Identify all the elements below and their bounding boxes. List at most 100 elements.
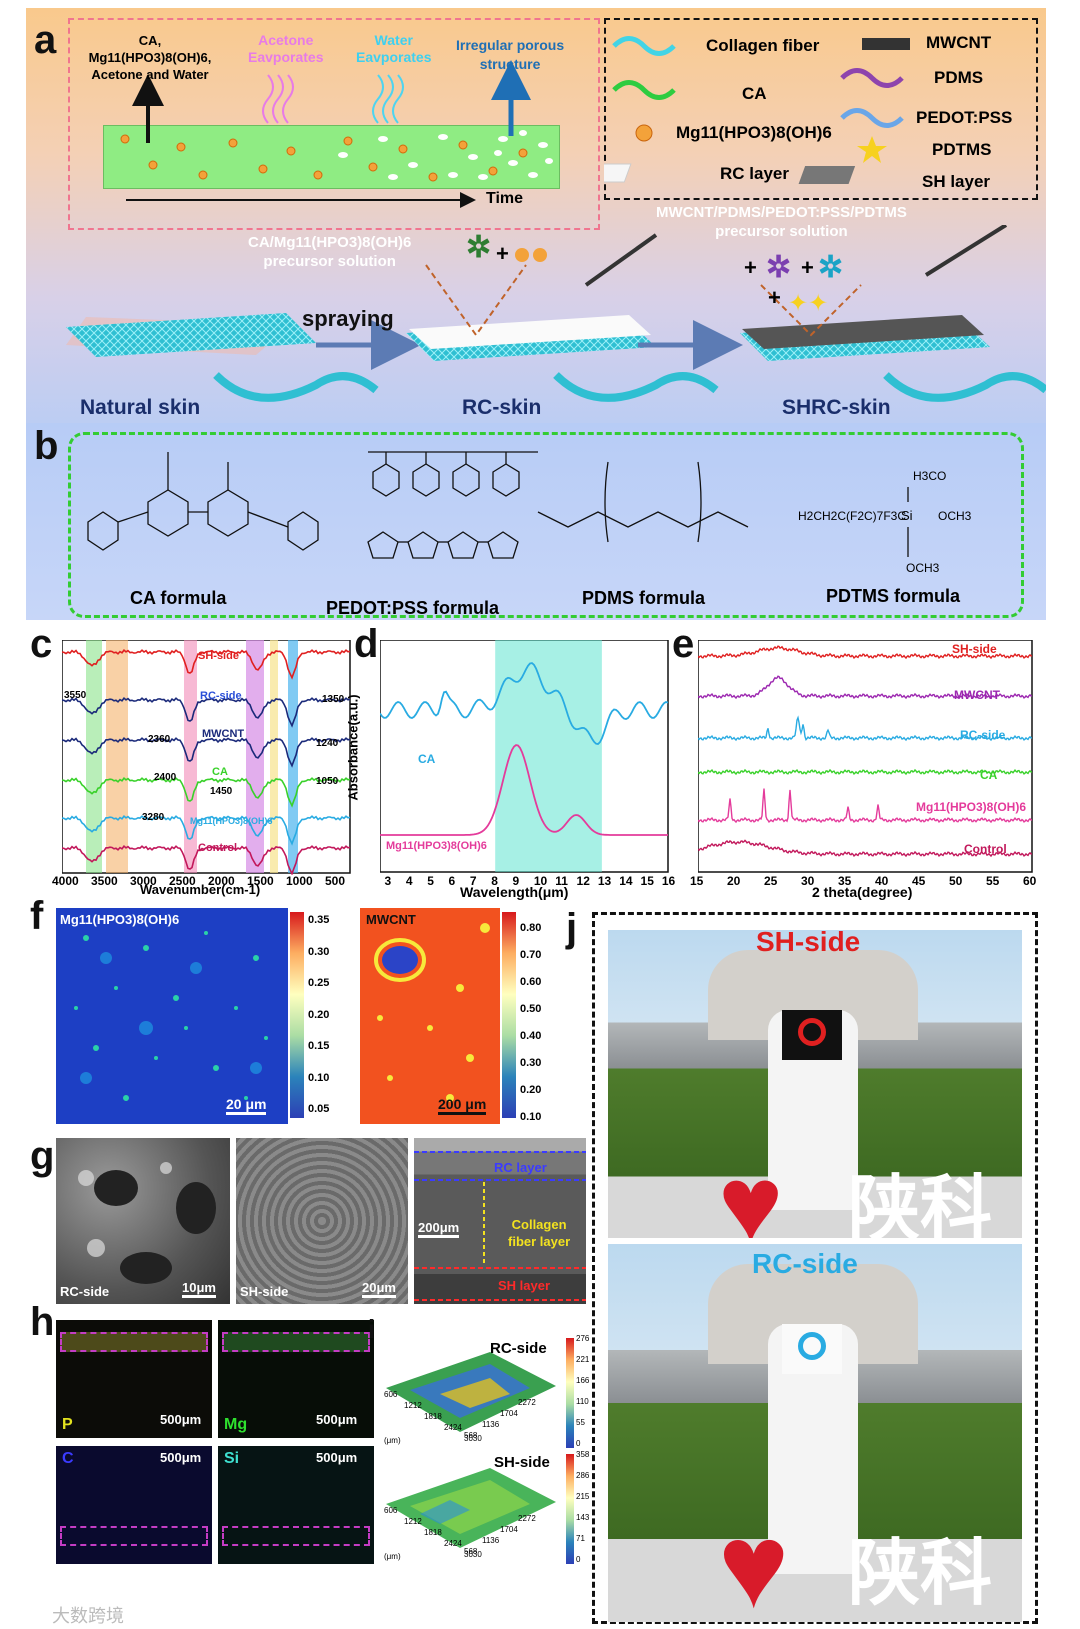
pdtms-och3-bottom: OCH3 [906, 561, 940, 575]
sh-layer-label: SH layer [498, 1278, 551, 1293]
surface-unit: (μm) [384, 1436, 401, 1445]
absorbance-xtick: 7 [469, 874, 477, 888]
collagen-icon [612, 36, 676, 56]
surface-axis-a-tick: 1818 [424, 1528, 442, 1537]
mg-heatmap-title: Mg11(HPO3)8(OH)6 [60, 912, 180, 927]
mg-colorbar-tick: 0.15 [308, 1040, 330, 1052]
sem-rc-scale: 10μm [182, 1280, 216, 1298]
heart-icon: ♥ [718, 1143, 784, 1239]
xrd-xtick: 25 [764, 874, 778, 888]
pdtms-icon [857, 136, 887, 163]
pdtms-chain: H2CH2C(F2C)7F3C [798, 509, 906, 523]
absorbance-ylabel: Absorbance(a.u.) [345, 694, 361, 801]
ftir-annotation: 3550 [64, 690, 87, 701]
watermark: 大数跨境 [52, 1606, 124, 1626]
panel-label-g: g [30, 1134, 55, 1178]
sign-text: 陕科 [848, 1170, 993, 1238]
mg-colorbar-tick: 0.25 [308, 977, 330, 989]
surface-sh-tick: 0 [576, 1555, 581, 1564]
surface-rc-tick: 221 [576, 1355, 590, 1364]
surface-rc-tick: 276 [576, 1334, 590, 1343]
photo-sh-label: SH-side [756, 926, 861, 957]
mwcnt-colorbar-tick: 0.70 [520, 949, 542, 961]
xrd-xtick: 50 [949, 874, 963, 888]
panel-label-e: e [672, 622, 695, 666]
mwcnt-colorbar-tick: 0.20 [520, 1084, 542, 1096]
eds-c [56, 1446, 212, 1564]
ca-formula-label: CA formula [130, 588, 227, 608]
sign-text: 陕科 [848, 1534, 993, 1614]
process-illustration: ✲ + + ✲ + ✲ + ✦✦ [66, 225, 1046, 402]
panel-label-f: f [30, 894, 44, 938]
ftir-annotation: 1450 [210, 786, 233, 797]
ftir-line-5 [62, 815, 351, 846]
ftir-xtick: 1500 [247, 874, 274, 888]
panel-label-a: a [34, 18, 57, 62]
mg-heatmap-scale: 20 μm [226, 1096, 267, 1115]
ftir-line-6 [62, 845, 351, 875]
chemical-structures: H3CO H2CH2C(F2C)7F3C Si OCH3 OCH3 [87, 451, 972, 575]
legend-pdtms: PDTMS [932, 140, 992, 159]
surface-axis-b-tick: 1704 [500, 1409, 518, 1418]
absorbance-xtick: 15 [640, 874, 654, 888]
heart-icon: ♥ [718, 1499, 790, 1622]
ftir-xlabel: Wavenumber(cm-1) [140, 882, 261, 897]
surface-axis-b-tick: 2272 [518, 1398, 536, 1407]
ftir-xtick: 3000 [130, 874, 157, 888]
eds-mg-label: Mg [224, 1416, 248, 1433]
eds-mg-scale: 500μm [316, 1412, 358, 1427]
svg-text:+: + [801, 255, 814, 280]
pedot-icon [840, 108, 904, 128]
ftir-series-label: Control [198, 842, 238, 854]
surface-sh-title: SH-side [494, 1454, 550, 1471]
abs-line-ca [380, 662, 669, 745]
pdtms-och3-right: OCH3 [938, 509, 972, 523]
panel-label-d: d [354, 622, 379, 666]
sem-sh-scale: 20μm [362, 1280, 396, 1298]
surface-axis-a-tick: 1212 [404, 1401, 422, 1410]
surface-axis-a-tick: 2424 [444, 1423, 462, 1432]
surface-axis-b-tick: 1136 [482, 1420, 500, 1429]
panel-label-i: i [368, 1314, 376, 1344]
legend-mwcnt: MWCNT [926, 33, 992, 52]
ftir-xtick: 1000 [286, 874, 313, 888]
time-label: Time [486, 190, 524, 207]
mg-colorbar-tick: 0.05 [308, 1103, 330, 1115]
sem-rc-label: RC-side [60, 1284, 110, 1299]
xrd-series-label: Control [964, 842, 1007, 856]
panel-label-b: b [34, 424, 59, 468]
xrd-xtick: 35 [838, 874, 852, 888]
ftir-series-label: MWCNT [202, 728, 245, 740]
ftir-annotation: 2360 [148, 734, 171, 745]
pdtms-si: Si [901, 508, 913, 523]
ftir-annotation: 1350 [322, 694, 345, 705]
surface-rc-colorbar [566, 1338, 574, 1448]
absorbance-xtick: 9 [512, 874, 520, 888]
ftir-annotation: 1050 [316, 776, 339, 787]
xrd-line-4 [698, 768, 1032, 776]
xrd-series-label: RC-side [960, 728, 1006, 742]
pdms-icon [840, 68, 904, 88]
ftir-series-label: CA [212, 766, 228, 778]
absorbance-chart [380, 640, 669, 873]
surface-axis-b-tick: 1704 [500, 1525, 518, 1534]
ftir-xtick: 2000 [208, 874, 235, 888]
sem-rc-side [56, 1138, 230, 1304]
xrd-line-5 [698, 788, 1032, 824]
svg-text:+: + [768, 285, 781, 310]
film-particles [120, 130, 553, 182]
legend-rc: RC layer [720, 164, 789, 183]
surface-axis-a-tick: 3030 [464, 1434, 482, 1443]
xrd-xtick: 45 [912, 874, 926, 888]
xrd-xtick: 40 [875, 874, 889, 888]
mwcnt-colorbar-tick: 0.80 [520, 922, 542, 934]
ftir-annotation: 3280 [142, 812, 165, 823]
eds-si-scale: 500μm [316, 1450, 358, 1465]
photo-sh-side: ♥ 陕科 [608, 930, 1022, 1238]
mg-icon [635, 124, 653, 142]
pdtms-h3co: H3CO [913, 469, 946, 483]
eds-si [218, 1446, 374, 1564]
mg-colorbar-tick: 0.10 [308, 1071, 330, 1084]
xrd-series-label: Mg11(HPO3)8(OH)6 [916, 800, 1027, 814]
panel-label-h: h [30, 1300, 55, 1344]
